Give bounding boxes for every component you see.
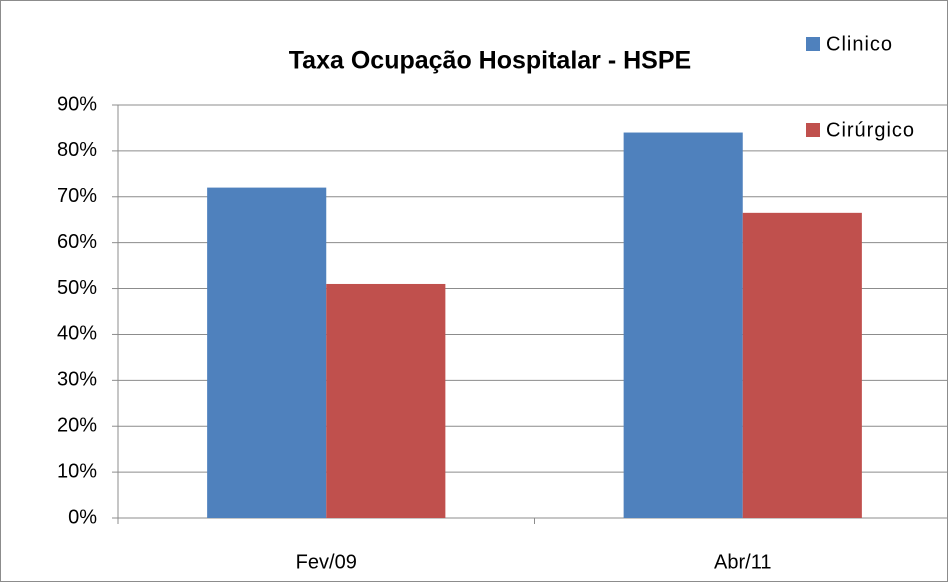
y-tick-label: 70% <box>57 185 97 207</box>
x-tick-label: Fev/09 <box>296 551 357 573</box>
x-tick-label: Abr/11 <box>714 551 771 573</box>
y-tick-label: 50% <box>57 277 97 299</box>
legend-label: Clinico <box>826 33 893 55</box>
bar <box>326 283 446 518</box>
bar <box>207 187 327 518</box>
legend-swatch <box>806 123 820 137</box>
y-tick-label: 20% <box>57 415 97 437</box>
chart-title: Taxa Ocupação Hospitalar - HSPE <box>289 47 691 75</box>
y-tick-label: 10% <box>57 460 97 482</box>
bar <box>742 212 862 519</box>
legend-label: Cirúrgico <box>826 119 915 141</box>
y-tick-label: 0% <box>68 506 97 528</box>
y-tick-label: 80% <box>57 139 97 161</box>
y-tick-label: 30% <box>57 369 97 391</box>
y-tick-label: 90% <box>57 93 97 115</box>
legend-swatch <box>806 37 820 51</box>
y-tick-label: 60% <box>57 231 97 253</box>
bar <box>623 132 743 519</box>
y-tick-label: 40% <box>57 323 97 345</box>
